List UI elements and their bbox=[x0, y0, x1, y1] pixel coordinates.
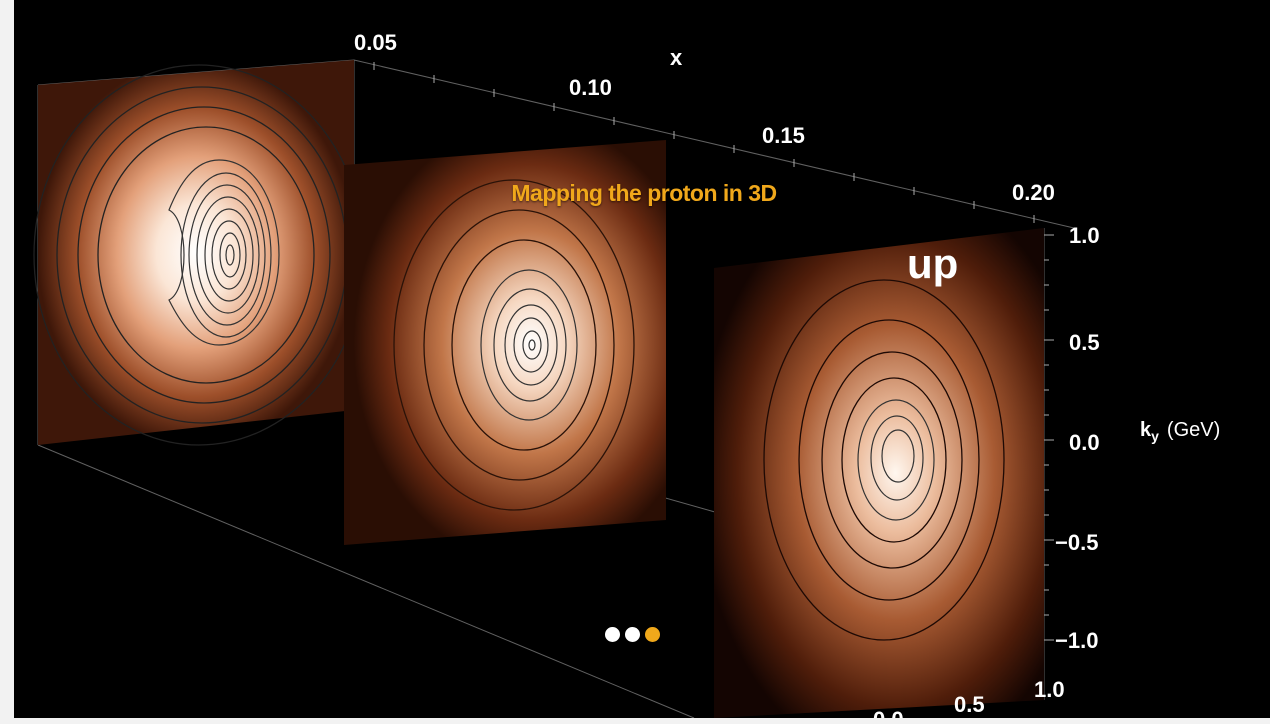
slice-x-0.15 bbox=[714, 228, 1044, 718]
flavor-label: up bbox=[907, 240, 958, 287]
slide-frame: 0.05 0.10 0.15 0.20 x 1.0 0.5 0.0 −0.5 −… bbox=[14, 0, 1270, 718]
pagination-dot[interactable] bbox=[605, 627, 620, 642]
x-axis-title: x bbox=[670, 45, 683, 70]
kx-tick-label: 1.0 bbox=[1034, 677, 1065, 702]
tmd-3d-plot: 0.05 0.10 0.15 0.20 x 1.0 0.5 0.0 −0.5 −… bbox=[33, 30, 1220, 718]
slice-x-0.05 bbox=[33, 60, 365, 446]
x-tick-label: 0.15 bbox=[762, 123, 805, 148]
slice-x-0.10 bbox=[344, 140, 666, 545]
ky-tick-label: −1.0 bbox=[1055, 628, 1098, 653]
ky-axis-title: ky (GeV) bbox=[1140, 419, 1220, 444]
x-tick-label: 0.20 bbox=[1012, 180, 1055, 205]
ky-tick-label: −0.5 bbox=[1055, 530, 1098, 555]
x-tick-label: 0.10 bbox=[569, 75, 612, 100]
pagination-dot-active[interactable] bbox=[645, 627, 660, 642]
kx-tick-label: 0.0 bbox=[873, 707, 904, 718]
x-tick-label: 0.05 bbox=[354, 30, 397, 55]
slide-pagination bbox=[605, 627, 660, 642]
ky-tick-label: 0.0 bbox=[1069, 430, 1100, 455]
x-axis-ticks bbox=[373, 62, 1035, 223]
ky-tick-label: 1.0 bbox=[1069, 223, 1100, 248]
ky-tick-label: 0.5 bbox=[1069, 330, 1100, 355]
slide-headline: Mapping the proton in 3D bbox=[511, 180, 777, 206]
kx-tick-label: 0.5 bbox=[954, 692, 985, 717]
pagination-dot[interactable] bbox=[625, 627, 640, 642]
ky-axis-ticks bbox=[1044, 234, 1054, 641]
